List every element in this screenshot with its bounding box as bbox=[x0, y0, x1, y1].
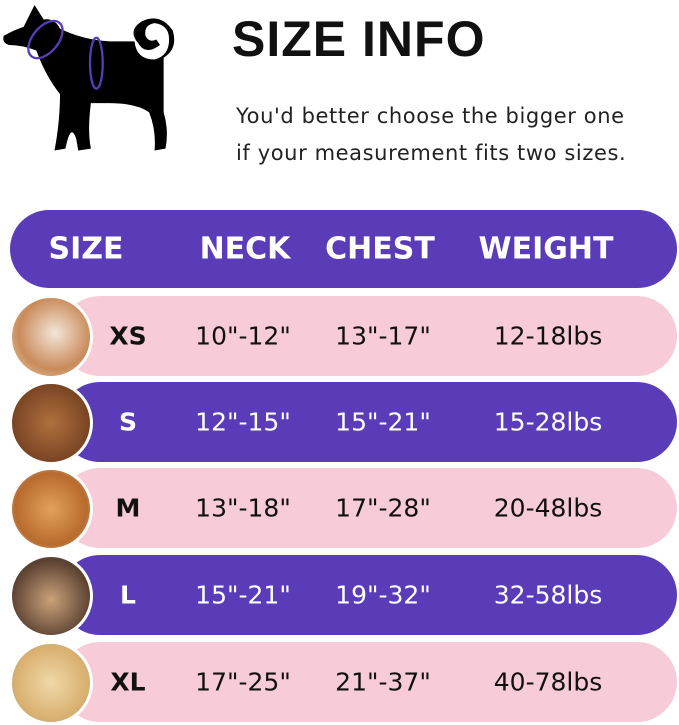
weight-cell: 15-28lbs bbox=[493, 407, 603, 437]
row-bar: S 12"-15" 15"-21" 15-28lbs bbox=[60, 382, 677, 462]
row-bar: XL 17"-25" 21"-37" 40-78lbs bbox=[60, 642, 677, 722]
header-size: SIZE bbox=[48, 231, 124, 267]
row-bar: XS 10"-12" 13"-17" 12-18lbs bbox=[60, 296, 677, 376]
header-weight: WEIGHT bbox=[478, 231, 614, 267]
size-cell: L bbox=[120, 580, 136, 610]
table-row: XL 17"-25" 21"-37" 40-78lbs bbox=[0, 641, 679, 725]
table-row: S 12"-15" 15"-21" 15-28lbs bbox=[0, 381, 679, 465]
chest-cell: 19"-32" bbox=[335, 580, 431, 610]
size-cell: S bbox=[118, 407, 138, 437]
header-chest: CHEST bbox=[325, 231, 435, 267]
dog-measurement-illustration bbox=[3, 5, 175, 151]
header-neck: NECK bbox=[199, 231, 291, 267]
neck-cell: 13"-18" bbox=[195, 493, 291, 523]
table-row: M 13"-18" 17"-28" 20-48lbs bbox=[0, 467, 679, 551]
advice-line-1: You'd better choose the bigger one bbox=[236, 104, 625, 128]
page-title: SIZE INFO bbox=[232, 11, 486, 67]
chest-cell: 15"-21" bbox=[335, 407, 431, 437]
table-row: XS 10"-12" 13"-17" 12-18lbs bbox=[0, 295, 679, 379]
dog-photo bbox=[9, 467, 93, 551]
dog-photo bbox=[9, 295, 93, 379]
size-cell: XL bbox=[110, 667, 146, 697]
weight-cell: 32-58lbs bbox=[493, 580, 603, 610]
neck-cell: 17"-25" bbox=[195, 667, 291, 697]
weight-cell: 40-78lbs bbox=[493, 667, 603, 697]
size-advice: You'd better choose the bigger one if yo… bbox=[236, 98, 626, 172]
neck-cell: 10"-12" bbox=[195, 321, 291, 351]
table-header: SIZE NECK CHEST WEIGHT bbox=[10, 210, 677, 288]
chest-cell: 17"-28" bbox=[335, 493, 431, 523]
chest-measure-icon bbox=[88, 36, 104, 90]
chest-cell: 21"-37" bbox=[335, 667, 431, 697]
neck-cell: 12"-15" bbox=[195, 407, 291, 437]
dog-photo bbox=[9, 554, 93, 638]
weight-cell: 12-18lbs bbox=[493, 321, 603, 351]
neck-measure-icon bbox=[27, 19, 64, 60]
table-row: L 15"-21" 19"-32" 32-58lbs bbox=[0, 554, 679, 638]
row-bar: M 13"-18" 17"-28" 20-48lbs bbox=[60, 468, 677, 548]
chest-cell: 13"-17" bbox=[335, 321, 431, 351]
row-bar: L 15"-21" 19"-32" 32-58lbs bbox=[60, 555, 677, 635]
weight-cell: 20-48lbs bbox=[493, 493, 603, 523]
neck-cell: 15"-21" bbox=[195, 580, 291, 610]
size-cell: M bbox=[115, 493, 141, 523]
size-cell: XS bbox=[109, 321, 147, 351]
dog-photo bbox=[9, 381, 93, 465]
dog-photo bbox=[9, 641, 93, 725]
advice-line-2: if your measurement fits two sizes. bbox=[236, 141, 627, 165]
